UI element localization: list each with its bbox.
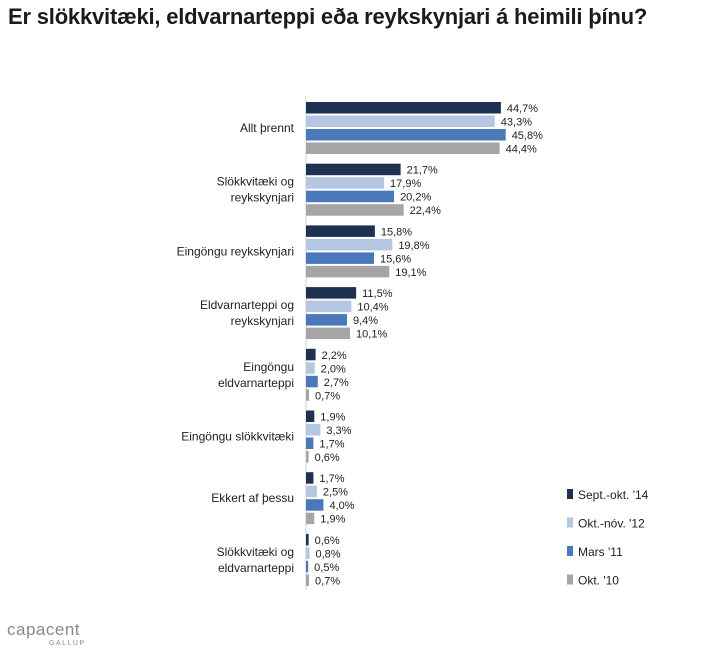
bar	[306, 560, 309, 573]
logo-sub-text: GALLUP	[49, 640, 86, 647]
bar	[306, 300, 352, 313]
legend-label: Okt. '10	[578, 574, 619, 588]
data-label: 1,7%	[319, 473, 344, 485]
data-label: 44,4%	[506, 144, 537, 156]
data-label: 0,8%	[315, 548, 340, 560]
bar	[306, 485, 317, 498]
data-label: 3,3%	[326, 425, 351, 437]
data-label: 2,5%	[323, 487, 348, 499]
category-label-line: reykskynjari	[231, 314, 294, 328]
category-label-line: eldvarnarteppi	[218, 561, 294, 575]
data-label: 0,7%	[315, 390, 340, 402]
data-label: 21,7%	[407, 165, 438, 177]
bar	[306, 102, 501, 114]
category-label-line: Eldvarnarteppi og	[200, 298, 294, 312]
capacent-gallup-logo: capacent GALLUP	[7, 620, 84, 647]
bar	[306, 437, 314, 449]
data-label: 0,5%	[314, 562, 339, 574]
logo-main-text: capacent	[7, 620, 80, 639]
category-label: Eingöngu reykskynjari	[177, 244, 294, 258]
category-label-line: Ekkert af þessu	[211, 491, 294, 505]
bar	[306, 115, 495, 127]
bar	[306, 163, 401, 176]
chart-title: Er slökkvitæki, eldvarnarteppi eða reyks…	[8, 4, 648, 29]
category-label-line: Eingöngu	[243, 360, 294, 374]
data-label: 2,2%	[322, 350, 347, 362]
data-label: 0,7%	[315, 575, 340, 587]
data-label: 44,7%	[507, 103, 538, 115]
bar	[306, 472, 314, 484]
legend-swatch	[567, 546, 573, 556]
data-label: 10,4%	[357, 302, 388, 314]
category-label-line: Eingöngu reykskynjari	[177, 244, 294, 258]
data-label: 19,1%	[395, 267, 426, 279]
data-label: 11,5%	[362, 288, 393, 300]
bar	[306, 287, 357, 299]
legend-swatch	[567, 517, 573, 528]
bar	[306, 389, 310, 401]
bar	[306, 265, 390, 278]
data-label: 4,0%	[329, 500, 354, 512]
category-label: Eingöngu slökkvitæki	[181, 430, 294, 444]
bar	[306, 362, 315, 374]
data-label: 19,8%	[398, 240, 429, 252]
bar	[306, 499, 324, 511]
bar	[306, 142, 500, 154]
bar	[306, 252, 375, 264]
legend-label: Mars '11	[578, 545, 623, 559]
bar	[306, 177, 385, 189]
category-label: Eldvarnarteppi og reykskynjari	[200, 298, 294, 328]
data-label: 2,0%	[321, 363, 346, 375]
data-label: 15,6%	[380, 253, 411, 265]
legend-label: Okt.-nóv. '12	[578, 517, 645, 531]
data-label: 22,4%	[410, 205, 441, 217]
category-label-line: Slökkvitæki og	[217, 545, 294, 559]
bar	[306, 129, 506, 141]
data-label: 43,3%	[501, 117, 532, 129]
bar	[306, 190, 395, 203]
category-label-line: reykskynjari	[231, 191, 294, 205]
category-label: Ekkert af þessu	[211, 491, 294, 505]
category-label-line: Eingöngu slökkvitæki	[181, 430, 294, 444]
bar	[306, 512, 315, 525]
bar	[306, 424, 321, 436]
legend-label: Sept.-okt. '14	[578, 488, 649, 502]
data-label: 0,6%	[315, 452, 340, 464]
bar	[306, 327, 351, 340]
bar	[306, 574, 310, 586]
data-label: 45,8%	[512, 130, 543, 142]
bar	[306, 238, 393, 251]
data-label: 10,1%	[356, 329, 387, 341]
data-label: 20,2%	[400, 192, 431, 204]
category-label-line: eldvarnarteppi	[218, 376, 294, 390]
bar	[306, 204, 404, 216]
bar	[306, 410, 315, 422]
legend-swatch	[567, 489, 573, 499]
data-label: 1,9%	[320, 412, 345, 424]
category-label: Slökkvitæki og eldvarnarteppi	[217, 545, 294, 575]
data-label: 0,6%	[315, 535, 340, 547]
bar	[306, 348, 316, 361]
category-label: Slökkvitæki og reykskynjari	[217, 175, 294, 205]
bar	[306, 375, 318, 388]
bar	[306, 225, 375, 237]
bar	[306, 533, 309, 546]
category-label: Eingöngu eldvarnarteppi	[218, 360, 294, 390]
category-label: Allt þrennt	[240, 121, 295, 135]
legend-swatch	[567, 574, 573, 585]
data-label: 9,4%	[353, 315, 378, 327]
data-label: 15,8%	[381, 226, 412, 238]
data-label: 17,9%	[390, 178, 421, 190]
category-label-line: Allt þrennt	[240, 121, 295, 135]
category-label-line: Slökkvitæki og	[217, 175, 294, 189]
bar	[306, 451, 309, 463]
data-label: 2,7%	[324, 377, 349, 389]
data-label: 1,9%	[320, 514, 345, 526]
bar	[306, 547, 310, 559]
bar	[306, 314, 347, 326]
data-label: 1,7%	[319, 439, 344, 451]
